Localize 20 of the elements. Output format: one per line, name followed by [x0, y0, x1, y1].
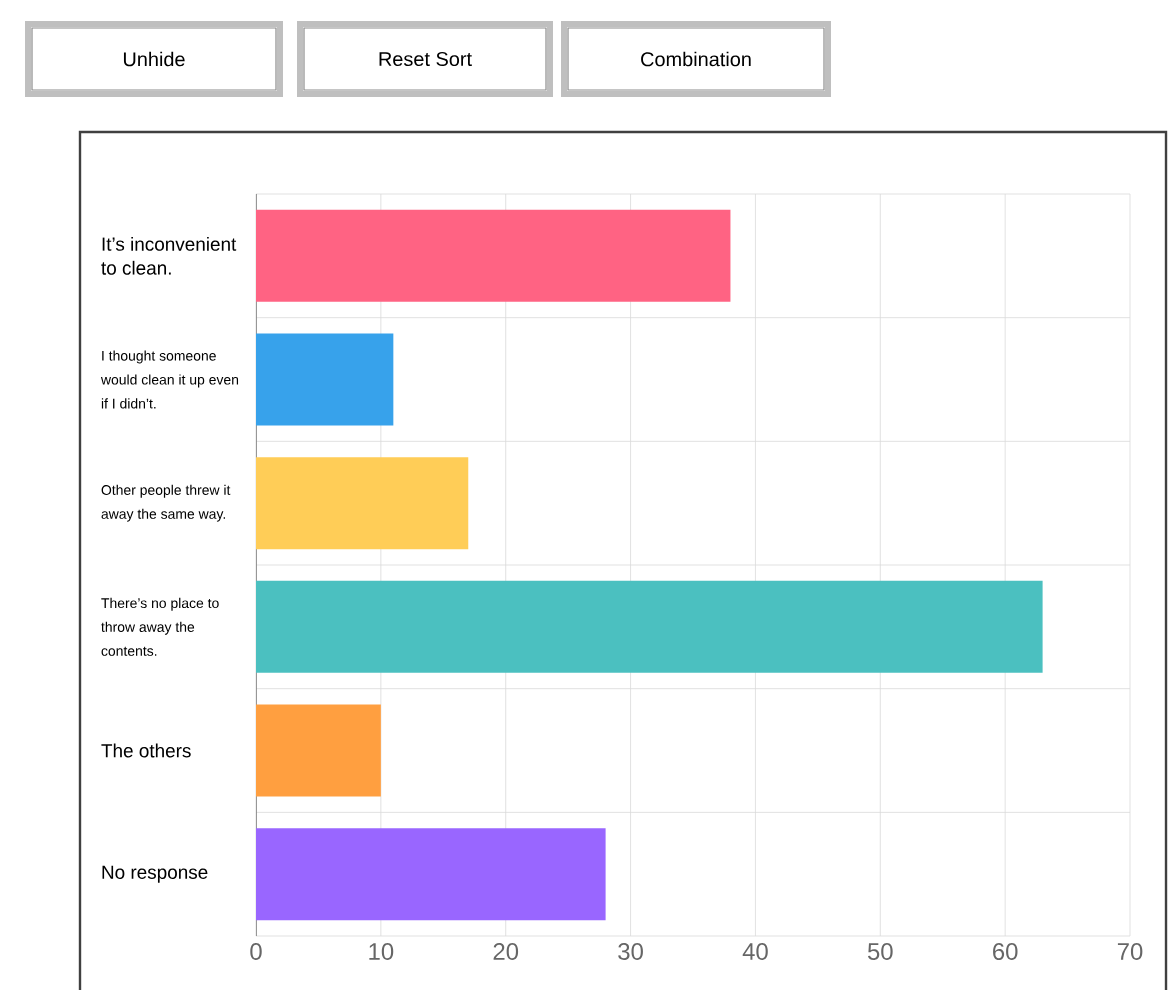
x-tick-label: 60 [993, 943, 1018, 960]
bar [256, 457, 469, 550]
x-tick-label: 10 [369, 943, 394, 960]
bar [256, 580, 1043, 673]
x-tick-label: 20 [493, 943, 519, 960]
text: Unhide [123, 51, 185, 67]
text: Reset Sort [379, 51, 472, 67]
y-tick-label: No response [102, 865, 208, 883]
bar [256, 333, 394, 426]
x-tick-label: 70 [1117, 943, 1143, 960]
x-tick-label: 0 [250, 943, 262, 960]
x-tick-label: 50 [867, 943, 893, 960]
y-tick-label: It’s inconvenient to clean. [101, 236, 237, 275]
y-tick-label: The others [101, 743, 191, 758]
x-tick-label: 30 [618, 943, 643, 960]
text: Combination [641, 51, 751, 67]
bar [256, 828, 606, 921]
x-tick-label: 40 [742, 943, 768, 960]
bar [256, 209, 731, 302]
bar [256, 704, 381, 797]
